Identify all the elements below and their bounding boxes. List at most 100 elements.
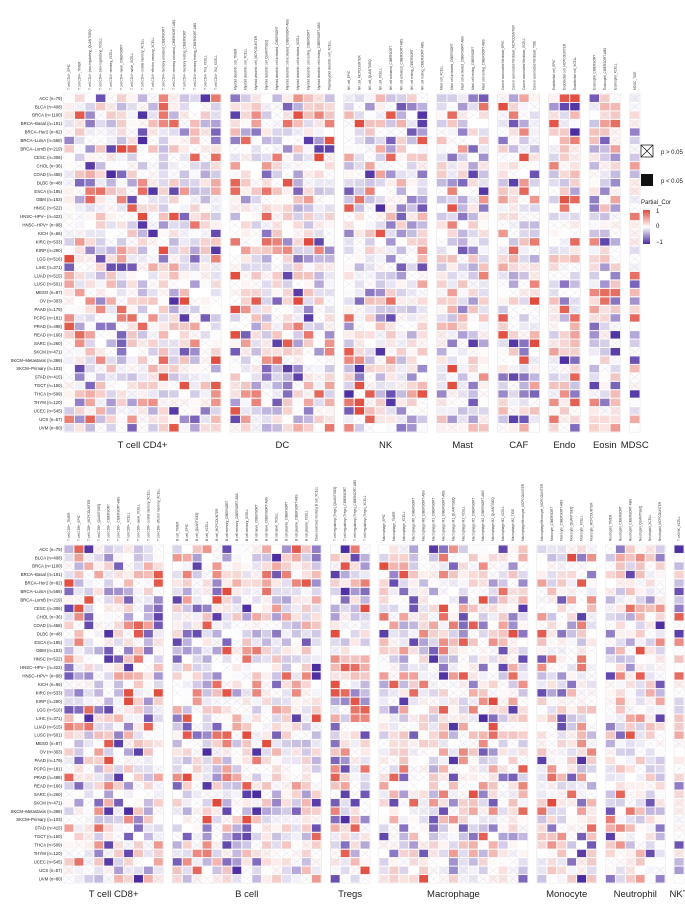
top-cell	[548, 136, 559, 145]
bottom-cell	[133, 663, 144, 672]
top-ns-mark	[344, 221, 354, 229]
top-cell	[158, 373, 169, 382]
top-cell	[85, 237, 96, 246]
bottom-cell	[103, 807, 114, 816]
top-ns-mark	[85, 313, 96, 322]
top-ns-mark	[610, 254, 621, 263]
top-ns-mark	[508, 212, 519, 221]
bottom-cell	[93, 739, 104, 748]
bottom-cell	[271, 587, 282, 596]
bottom-cell	[182, 739, 192, 748]
top-cell	[293, 330, 304, 339]
top-cell	[396, 364, 407, 373]
bottom-ns-mark	[153, 832, 164, 841]
bottom-cell	[389, 705, 399, 714]
top-cell	[147, 263, 159, 272]
bottom-cell	[172, 722, 183, 731]
bottom-cell	[389, 849, 399, 858]
top-cell	[64, 254, 75, 263]
top-ns-mark	[548, 187, 559, 196]
top-cell	[629, 170, 640, 179]
bottom-cell	[143, 705, 154, 714]
bottom-cell	[64, 840, 74, 849]
top-column-label: T cell CD4+_EPIC	[67, 63, 71, 90]
bottom-cell	[93, 587, 104, 596]
top-cell	[468, 263, 479, 272]
top-cell	[529, 364, 540, 373]
top-cell	[569, 313, 580, 322]
bottom-cell	[74, 781, 84, 790]
top-ns-mark	[364, 381, 375, 390]
top-cell	[303, 136, 314, 145]
top-ns-mark	[344, 373, 354, 382]
top-column-label: T cell CD4+ naive_XCELL	[130, 53, 134, 90]
bottom-cell	[408, 604, 419, 613]
bottom-cell	[123, 705, 134, 714]
top-ns-mark	[569, 406, 580, 415]
top-ns-mark	[354, 102, 365, 111]
top-cell	[74, 381, 85, 390]
top-cell	[343, 187, 355, 196]
bottom-ns-mark	[113, 807, 124, 816]
top-ns-mark	[508, 128, 519, 136]
bottom-cell	[340, 815, 350, 824]
bottom-cell	[428, 824, 439, 833]
top-cell	[251, 322, 262, 331]
bottom-cell	[418, 638, 429, 647]
bottom-ns-mark	[64, 748, 74, 756]
bottom-cell	[172, 595, 183, 604]
top-cell	[629, 136, 640, 145]
top-cell	[396, 102, 407, 111]
top-cell	[106, 178, 117, 187]
top-cell	[116, 313, 127, 322]
top-ns-mark	[344, 136, 354, 145]
top-ns-mark	[200, 271, 211, 280]
top-cell	[200, 313, 211, 322]
bottom-cell	[202, 722, 212, 731]
top-ns-mark	[417, 271, 428, 280]
top-ns-mark	[548, 212, 559, 221]
top-ns-mark	[569, 221, 580, 229]
bottom-cell	[389, 857, 399, 866]
bottom-ns-mark	[192, 756, 202, 765]
top-cell	[569, 111, 580, 120]
top-ns-mark	[344, 212, 354, 221]
top-cell	[313, 237, 325, 246]
bottom-cell	[103, 798, 114, 807]
top-cell	[106, 398, 117, 407]
top-ns-mark	[148, 204, 158, 213]
top-ns-mark	[478, 111, 489, 120]
bottom-cell	[222, 824, 232, 833]
bottom-cell	[113, 748, 124, 757]
bottom-ns-mark	[123, 841, 134, 849]
bottom-ns-mark	[182, 756, 192, 765]
top-ns-mark	[240, 170, 251, 179]
top-cell	[406, 347, 417, 356]
bottom-cell	[428, 553, 439, 562]
top-ns-mark	[158, 187, 169, 196]
top-ns-mark	[559, 111, 570, 120]
bottom-ns-mark	[94, 714, 104, 723]
top-cell	[508, 373, 519, 382]
top-cell	[478, 364, 489, 373]
top-ns-mark	[324, 356, 335, 365]
bottom-row-label: UVM (n=80)	[39, 876, 63, 881]
bottom-cell	[222, 579, 232, 588]
top-ns-mark	[189, 263, 200, 272]
bottom-ns-mark	[133, 781, 144, 790]
top-ns-mark	[200, 364, 211, 373]
top-ns-mark	[364, 364, 375, 373]
bottom-cell	[399, 781, 409, 790]
bottom-cell	[143, 714, 154, 723]
bottom-cell	[408, 655, 419, 664]
bottom-cell	[74, 655, 84, 664]
top-ns-mark	[559, 381, 570, 390]
bottom-ns-mark	[64, 646, 74, 655]
top-ns-mark	[179, 161, 190, 170]
top-cell	[468, 398, 479, 407]
bottom-ns-mark	[74, 570, 84, 579]
bottom-cell	[350, 857, 360, 866]
bottom-ns-mark	[143, 781, 154, 790]
bottom-cell	[251, 748, 262, 757]
top-ns-mark	[548, 322, 559, 331]
